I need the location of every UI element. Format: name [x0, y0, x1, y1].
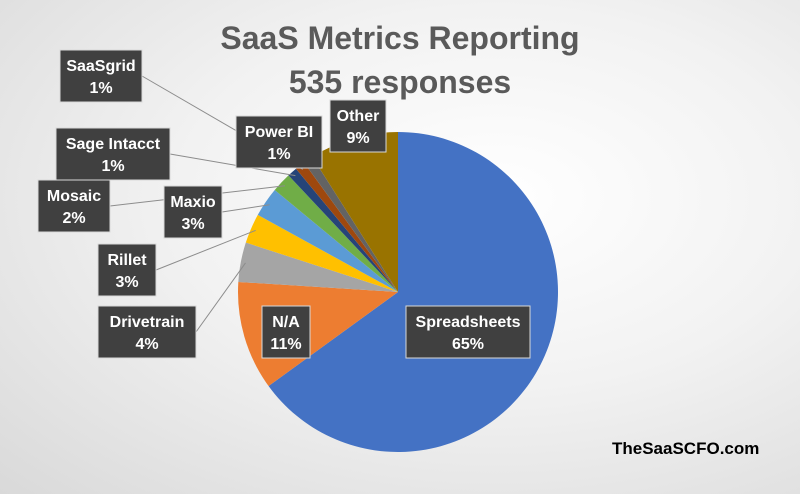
pie-slice-other [312, 132, 398, 292]
pie-slice-saasgrid [296, 162, 398, 292]
data-label-saasgrid: SaaSgrid 1% [59, 49, 143, 103]
data-label-percent: 1% [101, 158, 124, 175]
data-label-name: SaaSgrid [66, 58, 135, 75]
data-label-percent: 2% [62, 210, 85, 227]
data-label-drivetrain: Drivetrain 4% [97, 305, 197, 359]
data-label-name: Other [337, 108, 380, 125]
data-label-percent: 9% [346, 130, 369, 147]
chart-subtitle: 535 responses [288, 64, 512, 100]
data-label-percent: 65% [452, 336, 484, 353]
data-label-box [97, 305, 197, 359]
data-label-other: Other 9% [329, 99, 387, 153]
data-label-sage-intacct: Sage Intacct 1% [55, 127, 171, 181]
data-label-box [235, 115, 323, 169]
data-label-box [97, 243, 157, 297]
data-label-name: Spreadsheets [416, 314, 521, 331]
leader-line-drivetrain [195, 262, 246, 333]
leader-line-maxio [221, 204, 270, 213]
data-label-name: Mosaic [47, 188, 101, 205]
data-label-n-a: N/A 11% [261, 305, 311, 359]
data-label-name: Maxio [170, 194, 216, 211]
watermark-text: TheSaaSCFO.com [612, 439, 760, 458]
leader-line-sage-intacct [169, 153, 296, 177]
data-label-box [261, 305, 311, 359]
data-label-percent: 4% [135, 336, 158, 353]
data-label-percent: 1% [267, 146, 290, 163]
data-label-mosaic: Mosaic 2% [37, 179, 111, 233]
data-label-rillet: Rillet 3% [97, 243, 157, 297]
leader-line-rillet [155, 229, 256, 271]
data-label-name: Sage Intacct [66, 136, 161, 153]
data-label-percent: 3% [181, 216, 204, 233]
data-label-name: Power BI [245, 124, 313, 141]
data-label-box [59, 49, 143, 103]
data-label-percent: 11% [270, 336, 301, 353]
pie-slice-rillet [245, 214, 398, 292]
data-label-name: Drivetrain [110, 314, 185, 331]
data-label-power-bi: Power BI 1% [235, 115, 323, 169]
data-label-maxio: Maxio 3% [163, 185, 223, 239]
data-label-box [405, 305, 531, 359]
data-label-name: Rillet [107, 252, 147, 269]
pie-slice-maxio [257, 190, 398, 292]
data-label-box [329, 99, 387, 153]
data-label-box [37, 179, 111, 233]
pie-slice-mosaic [274, 175, 398, 292]
data-label-percent: 3% [115, 274, 138, 291]
data-label-name: N/A [272, 314, 300, 331]
data-label-box [163, 185, 223, 239]
pie-slice-spreadsheets [268, 132, 558, 453]
chart-title: SaaS Metrics Reporting [220, 20, 580, 56]
pie-slice-drivetrain [238, 242, 398, 292]
data-label-spreadsheets: Spreadsheets 65% [405, 305, 531, 359]
pie-slice-power-bi [303, 156, 398, 292]
pie-slice-sage-intacct [288, 168, 398, 292]
data-label-percent: 1% [89, 80, 112, 97]
data-label-box [55, 127, 171, 181]
